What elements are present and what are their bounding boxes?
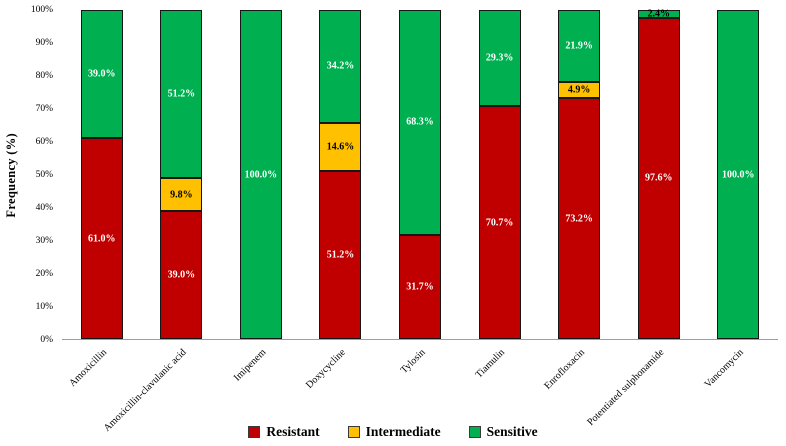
x-slot-doxycycline: Doxycycline [301, 344, 381, 418]
x-tick-label-imipenem: Imipenem [232, 347, 269, 384]
y-tick-label: 100% [30, 4, 53, 15]
segment-value-label: 14.6% [326, 141, 355, 153]
segment-value-label: 9.8% [170, 189, 193, 201]
y-tick-label: 20% [35, 268, 53, 279]
segment-value-label: 29.3% [485, 52, 514, 64]
segment-resistant-amoxicillin: 61.0% [80, 138, 123, 339]
stacked-bar-tylosin: 31.7% 68.3% [399, 10, 442, 339]
x-slot-tylosin: Tylosin [380, 344, 460, 418]
bar-slot-doxycycline: 51.2% 14.6% 34.2% [301, 10, 381, 339]
segment-value-label: 51.2% [326, 249, 355, 261]
x-axis-labels: Amoxicillin Amoxicillin-clavulanic acid Im… [62, 344, 779, 434]
y-tick-label: 0% [40, 334, 53, 345]
segment-resistant-tiamulin: 70.7% [478, 106, 521, 339]
segment-sensitive-tylosin: 68.3% [399, 10, 442, 235]
legend-swatch-intermediate [347, 426, 360, 438]
legend-swatch-resistant [248, 426, 261, 438]
stacked-bar-doxycycline: 51.2% 14.6% 34.2% [319, 10, 362, 339]
segment-value-label: 100.0% [244, 169, 278, 180]
bar-slot-amoxicillin-clavulanic-acid: 39.0% 9.8% 51.2% [142, 10, 222, 339]
segment-sensitive-enrofloxacin: 21.9% [558, 10, 601, 83]
segment-value-label: 70.7% [485, 217, 514, 229]
segment-intermediate-doxycycline: 14.6% [319, 122, 362, 171]
segment-sensitive-amoxicillin-clavulanic-acid: 51.2% [160, 10, 203, 179]
y-tick-label: 10% [35, 301, 53, 312]
legend-label-intermediate: Intermediate [365, 424, 441, 439]
segment-value-label: 100.0% [722, 169, 755, 180]
x-slot-tiamulin: Tiamulin [460, 344, 540, 418]
segment-sensitive-doxycycline: 34.2% [319, 10, 362, 123]
x-slot-imipenem: Imipenem [221, 344, 301, 418]
segment-resistant-tylosin: 31.7% [399, 234, 442, 339]
segment-value-label: 51.2% [167, 88, 196, 100]
segment-sensitive-imipenem: 100.0% [239, 10, 282, 339]
y-tick-label: 50% [35, 169, 53, 180]
stacked-bar-potentiated-sulphonamide: 97.6% 2.4% [637, 8, 680, 339]
legend: Resistant Intermediate Sensitive [0, 424, 786, 440]
x-slot-vancomycin: Vancomycin [699, 344, 779, 418]
segment-value-label: 39.0% [88, 68, 116, 80]
segment-sensitive-vancomycin: 100.0% [717, 10, 760, 339]
stacked-bar-imipenem: 100.0% [239, 10, 282, 339]
legend-label-resistant: Resistant [266, 424, 320, 439]
plot-area: 61.0% 39.0% 39.0% 9.8% 51.2% 100.0% 51.2% 14.6%… [62, 8, 779, 340]
x-tick-label-tiamulin: Tiamulin [473, 347, 508, 381]
bar-slot-enrofloxacin: 73.2% 4.9% 21.9% [539, 10, 619, 339]
x-tick-label-doxycycline: Doxycycline [304, 347, 349, 391]
stacked-bar-enrofloxacin: 73.2% 4.9% 21.9% [558, 10, 601, 339]
segment-value-label: 2.4% [647, 8, 670, 20]
bar-slot-amoxicillin: 61.0% 39.0% [62, 10, 142, 339]
legend-item-resistant: Resistant [248, 424, 320, 440]
x-tick-label-enrofloxacin: Enrofloxacin [542, 347, 587, 392]
segment-value-label: 4.9% [567, 84, 591, 96]
x-slot-potentiated-sulphonamide: Potentiated sulphonamide [585, 344, 699, 428]
x-tick-label-vancomycin: Vancomycin [702, 347, 747, 391]
y-tick-label: 90% [35, 37, 53, 48]
legend-item-intermediate: Intermediate [347, 424, 441, 440]
bar-slot-tiamulin: 70.7% 29.3% [460, 10, 540, 339]
segment-sensitive-amoxicillin: 39.0% [80, 10, 123, 139]
segment-value-label: 39.0% [167, 269, 196, 281]
segment-value-label: 34.2% [326, 60, 355, 72]
y-tick-label: 70% [35, 103, 53, 114]
stacked-bar-vancomycin: 100.0% [717, 10, 760, 339]
segment-value-label: 73.2% [565, 213, 593, 225]
segment-value-label: 21.9% [565, 40, 593, 52]
segment-value-label: 61.0% [88, 233, 116, 245]
stacked-bar-amoxicillin: 61.0% 39.0% [80, 10, 123, 339]
segment-resistant-potentiated-sulphonamide: 97.6% [637, 17, 680, 339]
y-tick-label: 40% [35, 202, 53, 213]
bar-slot-tylosin: 31.7% 68.3% [380, 10, 460, 339]
segment-value-label: 68.3% [406, 116, 434, 128]
y-tick-label: 30% [35, 235, 53, 246]
segment-resistant-amoxicillin-clavulanic-acid: 39.0% [160, 210, 203, 339]
x-tick-label-amoxicillin: Amoxicillin [67, 347, 110, 389]
y-axis-tick-labels: 0% 10% 20% 30% 40% 50% 60% 70% 80% 90% 100% [18, 5, 58, 345]
legend-label-sensitive: Sensitive [486, 424, 538, 439]
y-tick-label: 80% [35, 70, 53, 81]
segment-resistant-doxycycline: 51.2% [319, 170, 362, 339]
x-tick-label-tylosin: Tylosin [398, 347, 428, 376]
stacked-bar-tiamulin: 70.7% 29.3% [478, 10, 521, 339]
stacked-bar-amoxicillin-clavulanic-acid: 39.0% 9.8% 51.2% [160, 10, 203, 339]
bar-slot-potentiated-sulphonamide: 97.6% 2.4% [619, 8, 699, 339]
y-tick-label: 60% [35, 136, 53, 147]
segment-sensitive-tiamulin: 29.3% [478, 10, 521, 107]
segment-intermediate-enrofloxacin: 4.9% [558, 82, 601, 99]
segment-resistant-enrofloxacin: 73.2% [558, 98, 601, 339]
bar-slot-imipenem: 100.0% [221, 10, 301, 339]
bar-slot-vancomycin: 100.0% [699, 10, 779, 339]
segment-value-label: 97.6% [644, 172, 673, 184]
segment-sensitive-potentiated-sulphonamide: 2.4% [637, 8, 680, 20]
segment-intermediate-amoxicillin-clavulanic-acid: 9.8% [160, 178, 203, 211]
legend-item-sensitive: Sensitive [468, 424, 538, 440]
x-slot-amoxicillin-clavulanic-acid: Amoxicillin-clavulanic acid [102, 344, 222, 434]
segment-value-label: 31.7% [406, 281, 434, 293]
legend-swatch-sensitive [468, 426, 481, 438]
